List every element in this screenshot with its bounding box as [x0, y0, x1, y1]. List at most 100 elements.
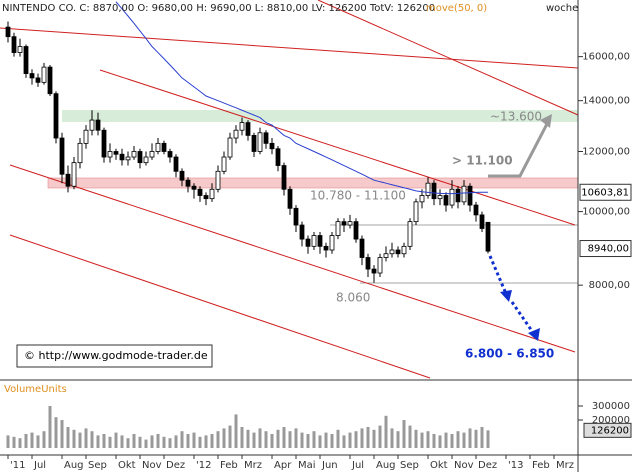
candle-body: [479, 214, 485, 229]
volume-bar: [210, 434, 214, 448]
annotation: 8.060: [336, 291, 370, 305]
x-tick-label: Sep: [400, 460, 419, 471]
volume-bar: [186, 434, 190, 448]
volume-bar: [336, 429, 340, 448]
candle-body: [425, 182, 431, 196]
candle-body: [95, 119, 101, 131]
x-tick-label: '13: [508, 460, 523, 471]
arrow: [488, 255, 509, 297]
volume-bar: [306, 434, 310, 448]
volume-bar: [180, 431, 184, 448]
volume-bar: [48, 406, 52, 448]
volume-tick-label: 200000: [592, 415, 630, 426]
candle-body: [35, 77, 41, 83]
volume-bar: [156, 434, 160, 448]
volume-label-box: [583, 422, 632, 438]
volume-bar: [240, 427, 244, 448]
volume-bar: [24, 434, 28, 448]
candle-body: [341, 221, 347, 226]
volume-bar: [246, 429, 250, 448]
candle-body: [335, 221, 341, 236]
candle-body: [137, 151, 143, 164]
candle-body: [389, 249, 395, 255]
volume-bar: [54, 417, 58, 448]
volume-bar: [300, 432, 304, 448]
candle-body: [323, 245, 329, 251]
trend-line: [317, 0, 579, 116]
volume-bar: [438, 435, 442, 448]
candle-body: [17, 46, 23, 53]
candle-body: [275, 148, 281, 166]
volume-bar: [354, 431, 358, 448]
volume-bar: [288, 431, 292, 448]
volume-bar: [60, 420, 64, 448]
trend-line: [9, 234, 431, 379]
source: © http://www.godmode-trader.de: [24, 349, 208, 362]
volume-bar: [480, 427, 484, 448]
source-box: [16, 344, 213, 368]
volume-bar: [96, 435, 100, 448]
volume-tick-label: 300000: [592, 401, 630, 412]
candle-body: [473, 204, 479, 216]
volume-bar: [114, 432, 118, 448]
volume-bar: [378, 425, 382, 448]
candle-body: [419, 195, 425, 203]
y-tick-label: 12000,00: [582, 146, 630, 157]
x-tick-label: Feb: [532, 460, 550, 471]
annotation: > 11.100: [452, 154, 513, 168]
candle-body: [329, 235, 335, 251]
candle-body: [23, 46, 29, 74]
candle-body: [53, 93, 59, 139]
candle-body: [401, 245, 407, 255]
volume-bar: [408, 425, 412, 448]
volume-bar: [126, 438, 130, 448]
volume-bar: [18, 438, 22, 448]
arrow-head: [540, 114, 552, 128]
candle-body: [437, 195, 443, 200]
volume-bar: [264, 431, 268, 448]
zones: [0, 0, 579, 379]
volume-bar: [30, 432, 34, 448]
x-tick-label: Okt: [118, 460, 136, 471]
annotation: ~13.600: [490, 110, 542, 124]
resistance-zone: [47, 177, 579, 189]
y-tick-label: 10000,00: [582, 207, 630, 218]
candle-body: [65, 173, 71, 187]
volume-bar: [84, 428, 88, 448]
volume-bar: [42, 431, 46, 448]
volume-bar: [384, 415, 388, 448]
volume-bar: [162, 436, 166, 448]
header: NINTENDO CO. C: 8870,00 O: 9680,00 H: 96…: [2, 3, 435, 14]
volume-bar: [324, 432, 328, 448]
candle-body: [299, 224, 305, 240]
candle-body: [41, 66, 47, 83]
arrow-head: [500, 290, 512, 302]
volume-bar: [282, 427, 286, 448]
volume-bar: [174, 435, 178, 448]
volume-bar: [444, 432, 448, 448]
annotation: 6.800 - 6.850: [465, 347, 554, 361]
volume-bar: [6, 435, 10, 448]
annotations: ~13.600 > 11.100 10.780 - 11.100 8.060 6…: [16, 110, 554, 368]
volume-bar: [12, 436, 16, 448]
volume-bar: [228, 425, 232, 448]
candle-body: [293, 207, 299, 226]
volume-bar: [330, 434, 334, 448]
price-label: 10603,81: [581, 187, 629, 198]
x-tick-label: Dez: [166, 460, 185, 471]
trend-line: [0, 27, 579, 69]
y-tick-label: 8000,00: [589, 280, 630, 291]
volume-bar: [402, 420, 406, 448]
volume-bar: [462, 432, 466, 448]
volume-bar: [318, 435, 322, 448]
candle-body: [173, 156, 179, 172]
target-zone: [62, 110, 578, 122]
candle-body: [251, 135, 257, 152]
candle-body: [455, 188, 461, 203]
x-tick-label: Nov: [142, 460, 162, 471]
candle-body: [47, 66, 53, 95]
volume-bar: [258, 428, 262, 448]
candle-body: [197, 188, 203, 196]
data-layer: [5, 1, 491, 448]
